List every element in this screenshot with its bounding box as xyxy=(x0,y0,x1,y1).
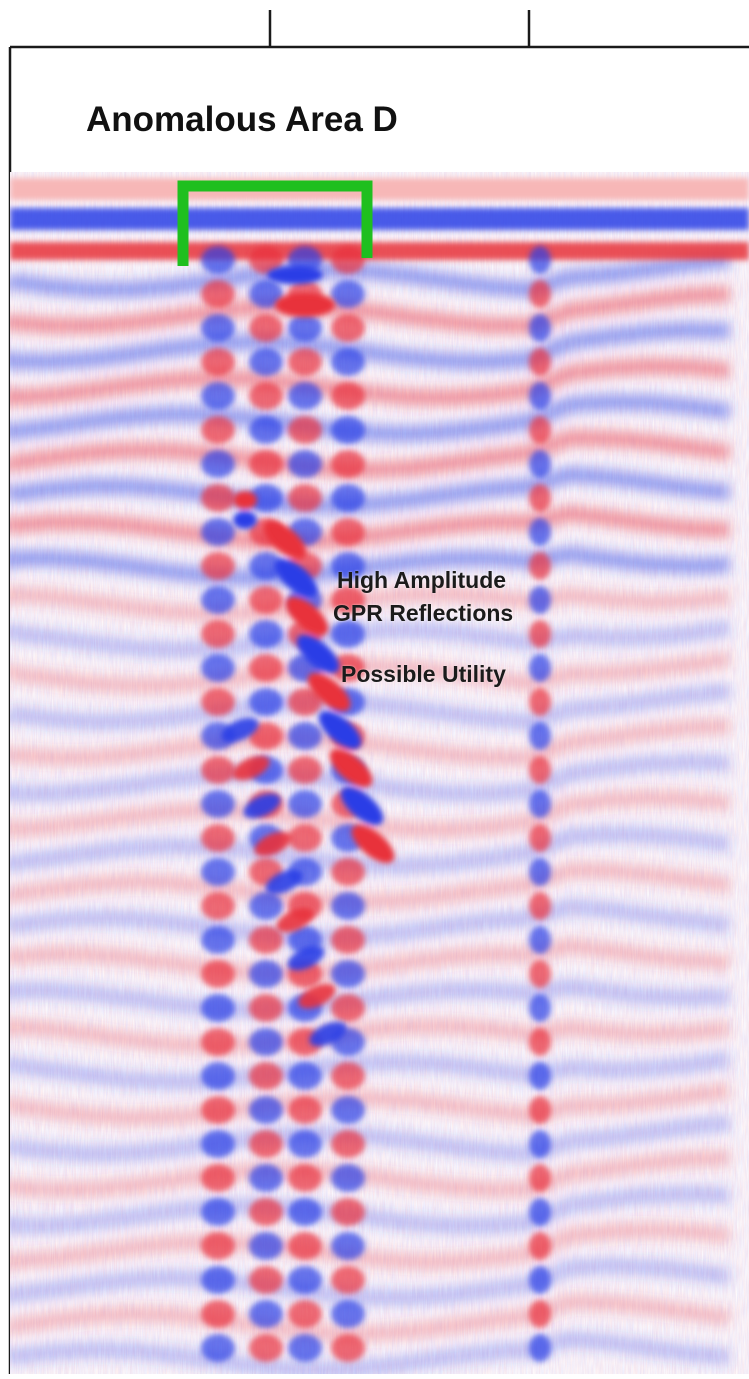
figure-title: Anomalous Area D xyxy=(86,100,398,139)
radargram-image xyxy=(10,172,749,1374)
annotation-gpr-reflections: GPR Reflections xyxy=(333,600,514,626)
annotation-high-amplitude: High Amplitude xyxy=(337,567,507,593)
anomaly-bracket xyxy=(177,180,373,266)
annotation-possible-utility: Possible Utility xyxy=(341,661,506,687)
